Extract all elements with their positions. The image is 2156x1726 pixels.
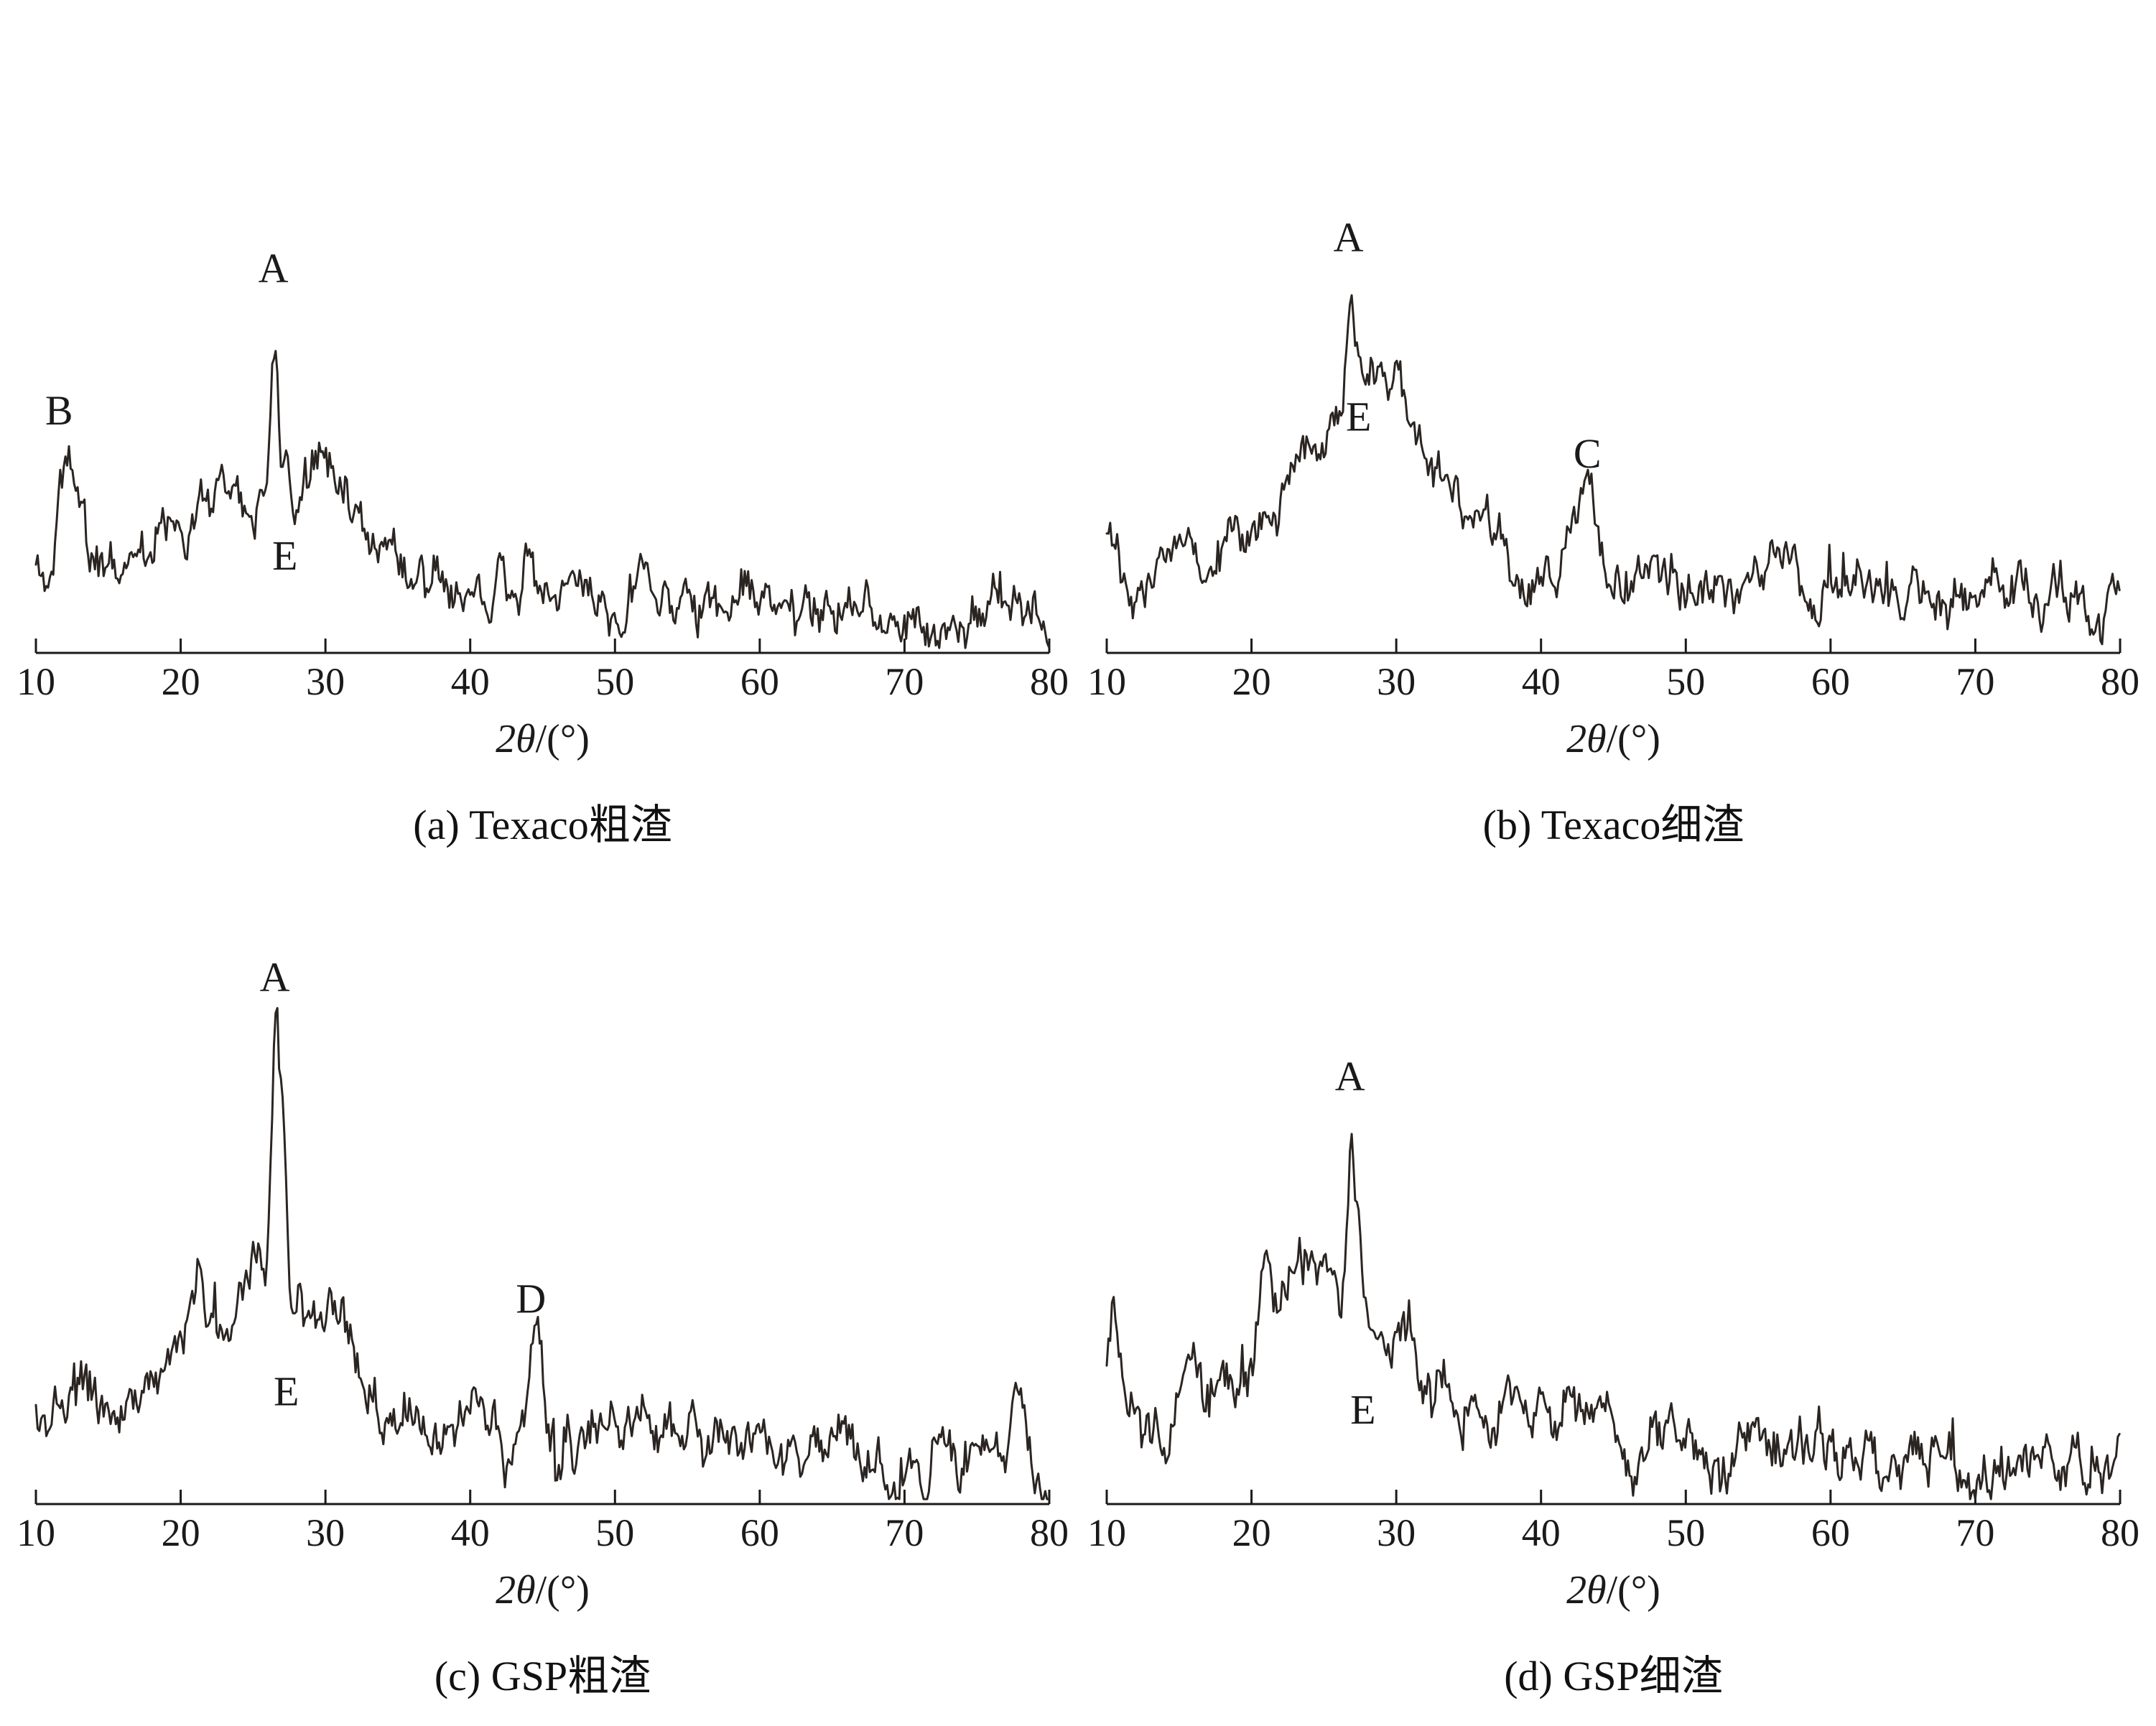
peak-label-A: A [1335, 1053, 1365, 1100]
x-tick-label: 80 [1030, 660, 1069, 703]
x-axis-label: 2θ/(°) [1566, 717, 1660, 761]
x-tick-label: 60 [1811, 660, 1850, 703]
x-tick-label: 40 [451, 660, 490, 703]
x-tick-label: 20 [162, 1511, 200, 1554]
x-tick-label: 60 [1811, 1511, 1850, 1554]
x-tick-label: 50 [1666, 1511, 1705, 1554]
x-tick-label: 70 [1956, 660, 1994, 703]
peak-label-A: A [260, 954, 290, 1001]
panel-caption-d: (d) GSP细渣 [1504, 1653, 1723, 1699]
panel-c: 10 20 30 40 50 60 70 80 2θ/(°) A E D (c) GSP粗渣 [14, 861, 1071, 1702]
xrd-plot-b: 10 20 30 40 50 60 70 80 2θ/(°) A E C [1085, 10, 2142, 789]
x-axis-label: 2θ/(°) [1566, 1568, 1660, 1613]
panel-d: 10 20 30 40 50 60 70 80 2θ/(°) A E (d) GSP细渣 [1085, 861, 2142, 1702]
x-tick-label: 50 [595, 660, 634, 703]
panel-caption-c: (c) GSP粗渣 [434, 1653, 651, 1699]
peak-label-D: D [516, 1275, 546, 1322]
x-tick-label: 40 [451, 1511, 490, 1554]
peak-label-A: A [1334, 214, 1364, 261]
x-tick-label: 80 [1030, 1511, 1069, 1554]
x-tick-label: 60 [740, 1511, 779, 1554]
xrd-trace [34, 1007, 1050, 1500]
x-tick-label: 70 [885, 660, 924, 703]
panel-caption-b: (b) Texaco细渣 [1482, 802, 1744, 848]
x-tick-label: 50 [1666, 660, 1705, 703]
x-tick-label: 50 [595, 1511, 634, 1554]
peak-label-E: E [1346, 393, 1371, 440]
panel-caption-a: (a) Texaco粗渣 [413, 802, 672, 848]
x-tick-label: 30 [1377, 1511, 1416, 1554]
peak-label-E: E [272, 532, 297, 579]
x-tick-label: 30 [306, 1511, 345, 1554]
x-tick-label: 70 [885, 1511, 924, 1554]
x-tick-label: 60 [740, 660, 779, 703]
x-tick-label: 10 [1087, 1511, 1126, 1554]
peak-label-C: C [1574, 430, 1602, 477]
panel-a: 10 20 30 40 50 60 70 80 2θ/(°) B A E (a) Texaco粗渣 [14, 10, 1071, 851]
x-tick-label: 20 [162, 660, 200, 703]
xrd-trace [1105, 1133, 2121, 1500]
panel-b: 10 20 30 40 50 60 70 80 2θ/(°) A E C (b) Texaco细渣 [1085, 10, 2142, 851]
xrd-plot-a: 10 20 30 40 50 60 70 80 2θ/(°) B A E [14, 10, 1071, 789]
peak-label-A: A [259, 245, 289, 292]
xrd-trace [1105, 294, 2121, 646]
xrd-plot-c: 10 20 30 40 50 60 70 80 2θ/(°) A E D [14, 861, 1071, 1641]
x-tick-label: 10 [17, 660, 55, 703]
peak-label-E: E [1350, 1386, 1375, 1433]
x-tick-label: 20 [1232, 1511, 1271, 1554]
x-tick-label: 40 [1522, 660, 1561, 703]
x-tick-label: 80 [2101, 660, 2139, 703]
x-tick-label: 80 [2101, 1511, 2139, 1554]
x-tick-label: 10 [1087, 660, 1126, 703]
x-tick-label: 40 [1522, 1511, 1561, 1554]
x-tick-label: 30 [1377, 660, 1416, 703]
x-tick-label: 20 [1232, 660, 1271, 703]
peak-label-B: B [45, 387, 73, 434]
x-axis-label: 2θ/(°) [496, 1568, 590, 1613]
peak-label-E: E [274, 1368, 299, 1414]
xrd-trace [34, 350, 1050, 649]
x-tick-label: 70 [1956, 1511, 1994, 1554]
x-axis-label: 2θ/(°) [496, 717, 590, 761]
x-tick-label: 10 [17, 1511, 55, 1554]
x-tick-label: 30 [306, 660, 345, 703]
xrd-plot-d: 10 20 30 40 50 60 70 80 2θ/(°) A E [1085, 861, 2142, 1641]
